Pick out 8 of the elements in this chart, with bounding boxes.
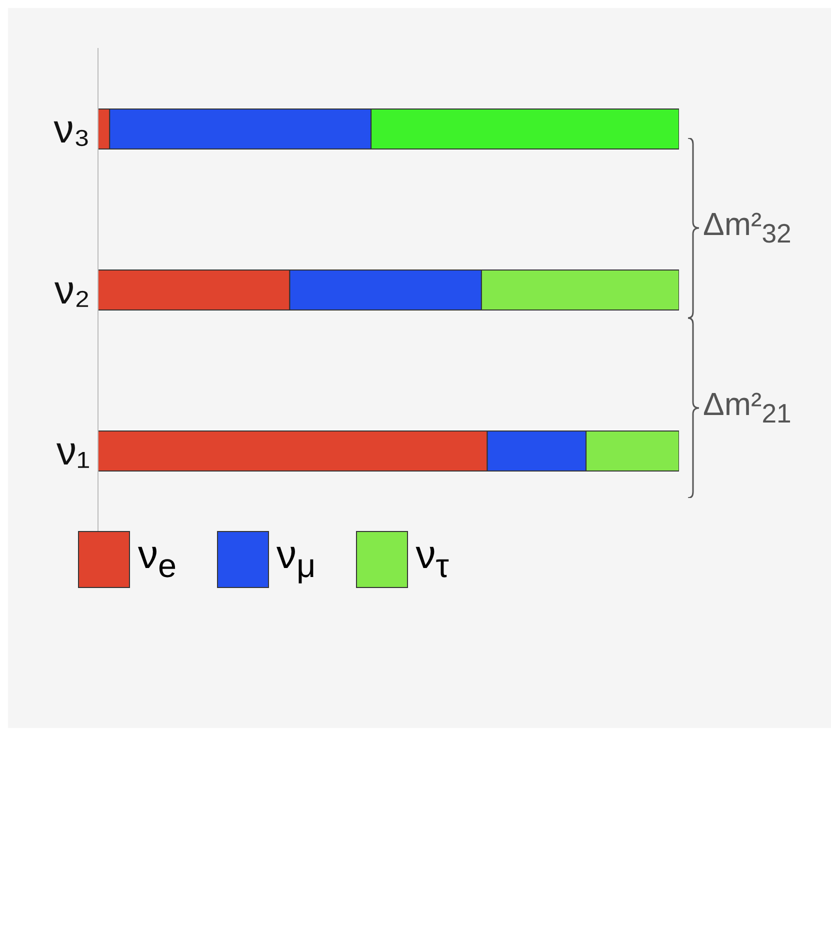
legend-label: ν$_{τ}$	[416, 533, 449, 586]
text: Δm²$_{21}$	[703, 386, 792, 430]
y-tick-label: ν₂	[54, 268, 90, 313]
legend-label: ν$_{e}$	[138, 533, 177, 586]
legend-label: ν$_{μ}$	[276, 533, 316, 586]
y-tick-label: ν₁	[56, 430, 90, 474]
y-tick-label: ν₃	[54, 108, 90, 152]
text: Δm²$_{32}$	[703, 206, 792, 250]
